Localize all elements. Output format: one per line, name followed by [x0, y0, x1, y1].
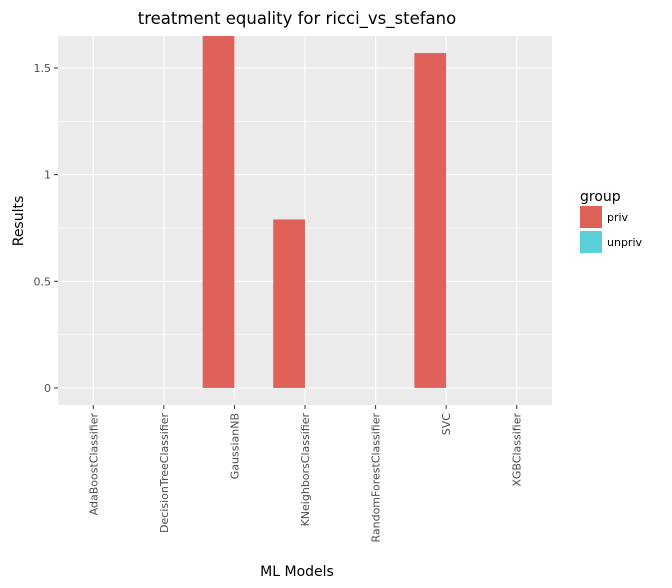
- x-tick-label: AdaBoostClassifier: [87, 413, 100, 516]
- chart-title: treatment equality for ricci_vs_stefano: [138, 9, 456, 29]
- legend-title: group: [580, 189, 621, 205]
- x-tick-label: XGBClassifier: [511, 413, 524, 487]
- y-tick-label: 0: [44, 382, 51, 395]
- legend-swatch-unpriv: [580, 231, 602, 253]
- bars: [202, 36, 447, 388]
- x-tick-label: SVC: [440, 413, 453, 436]
- x-tick-label: RandomForestClassifier: [370, 413, 383, 543]
- y-axis: 0 0.5 1 1.5: [34, 62, 58, 395]
- bar-priv-GaussianNB: [202, 36, 235, 388]
- x-axis-title: ML Models: [260, 564, 334, 580]
- x-axis: AdaBoostClassifier DecisionTreeClassifier…: [87, 405, 524, 543]
- x-tick-label: DecisionTreeClassifier: [158, 413, 171, 533]
- y-tick-label: 1: [44, 169, 51, 182]
- bar-priv-KNeighborsClassifier: [273, 219, 305, 388]
- y-tick-label: 0.5: [34, 275, 52, 288]
- y-axis-title: Results: [11, 196, 27, 247]
- legend-label-priv: priv: [607, 211, 629, 224]
- legend: group priv unpriv: [580, 189, 643, 253]
- bar-priv-SVC: [414, 53, 447, 388]
- y-tick-label: 1.5: [34, 62, 52, 75]
- x-tick-label: KNeighborsClassifier: [299, 413, 312, 527]
- legend-label-unpriv: unpriv: [607, 236, 643, 249]
- x-tick-label: GaussianNB: [228, 413, 241, 479]
- legend-swatch-priv: [580, 206, 602, 228]
